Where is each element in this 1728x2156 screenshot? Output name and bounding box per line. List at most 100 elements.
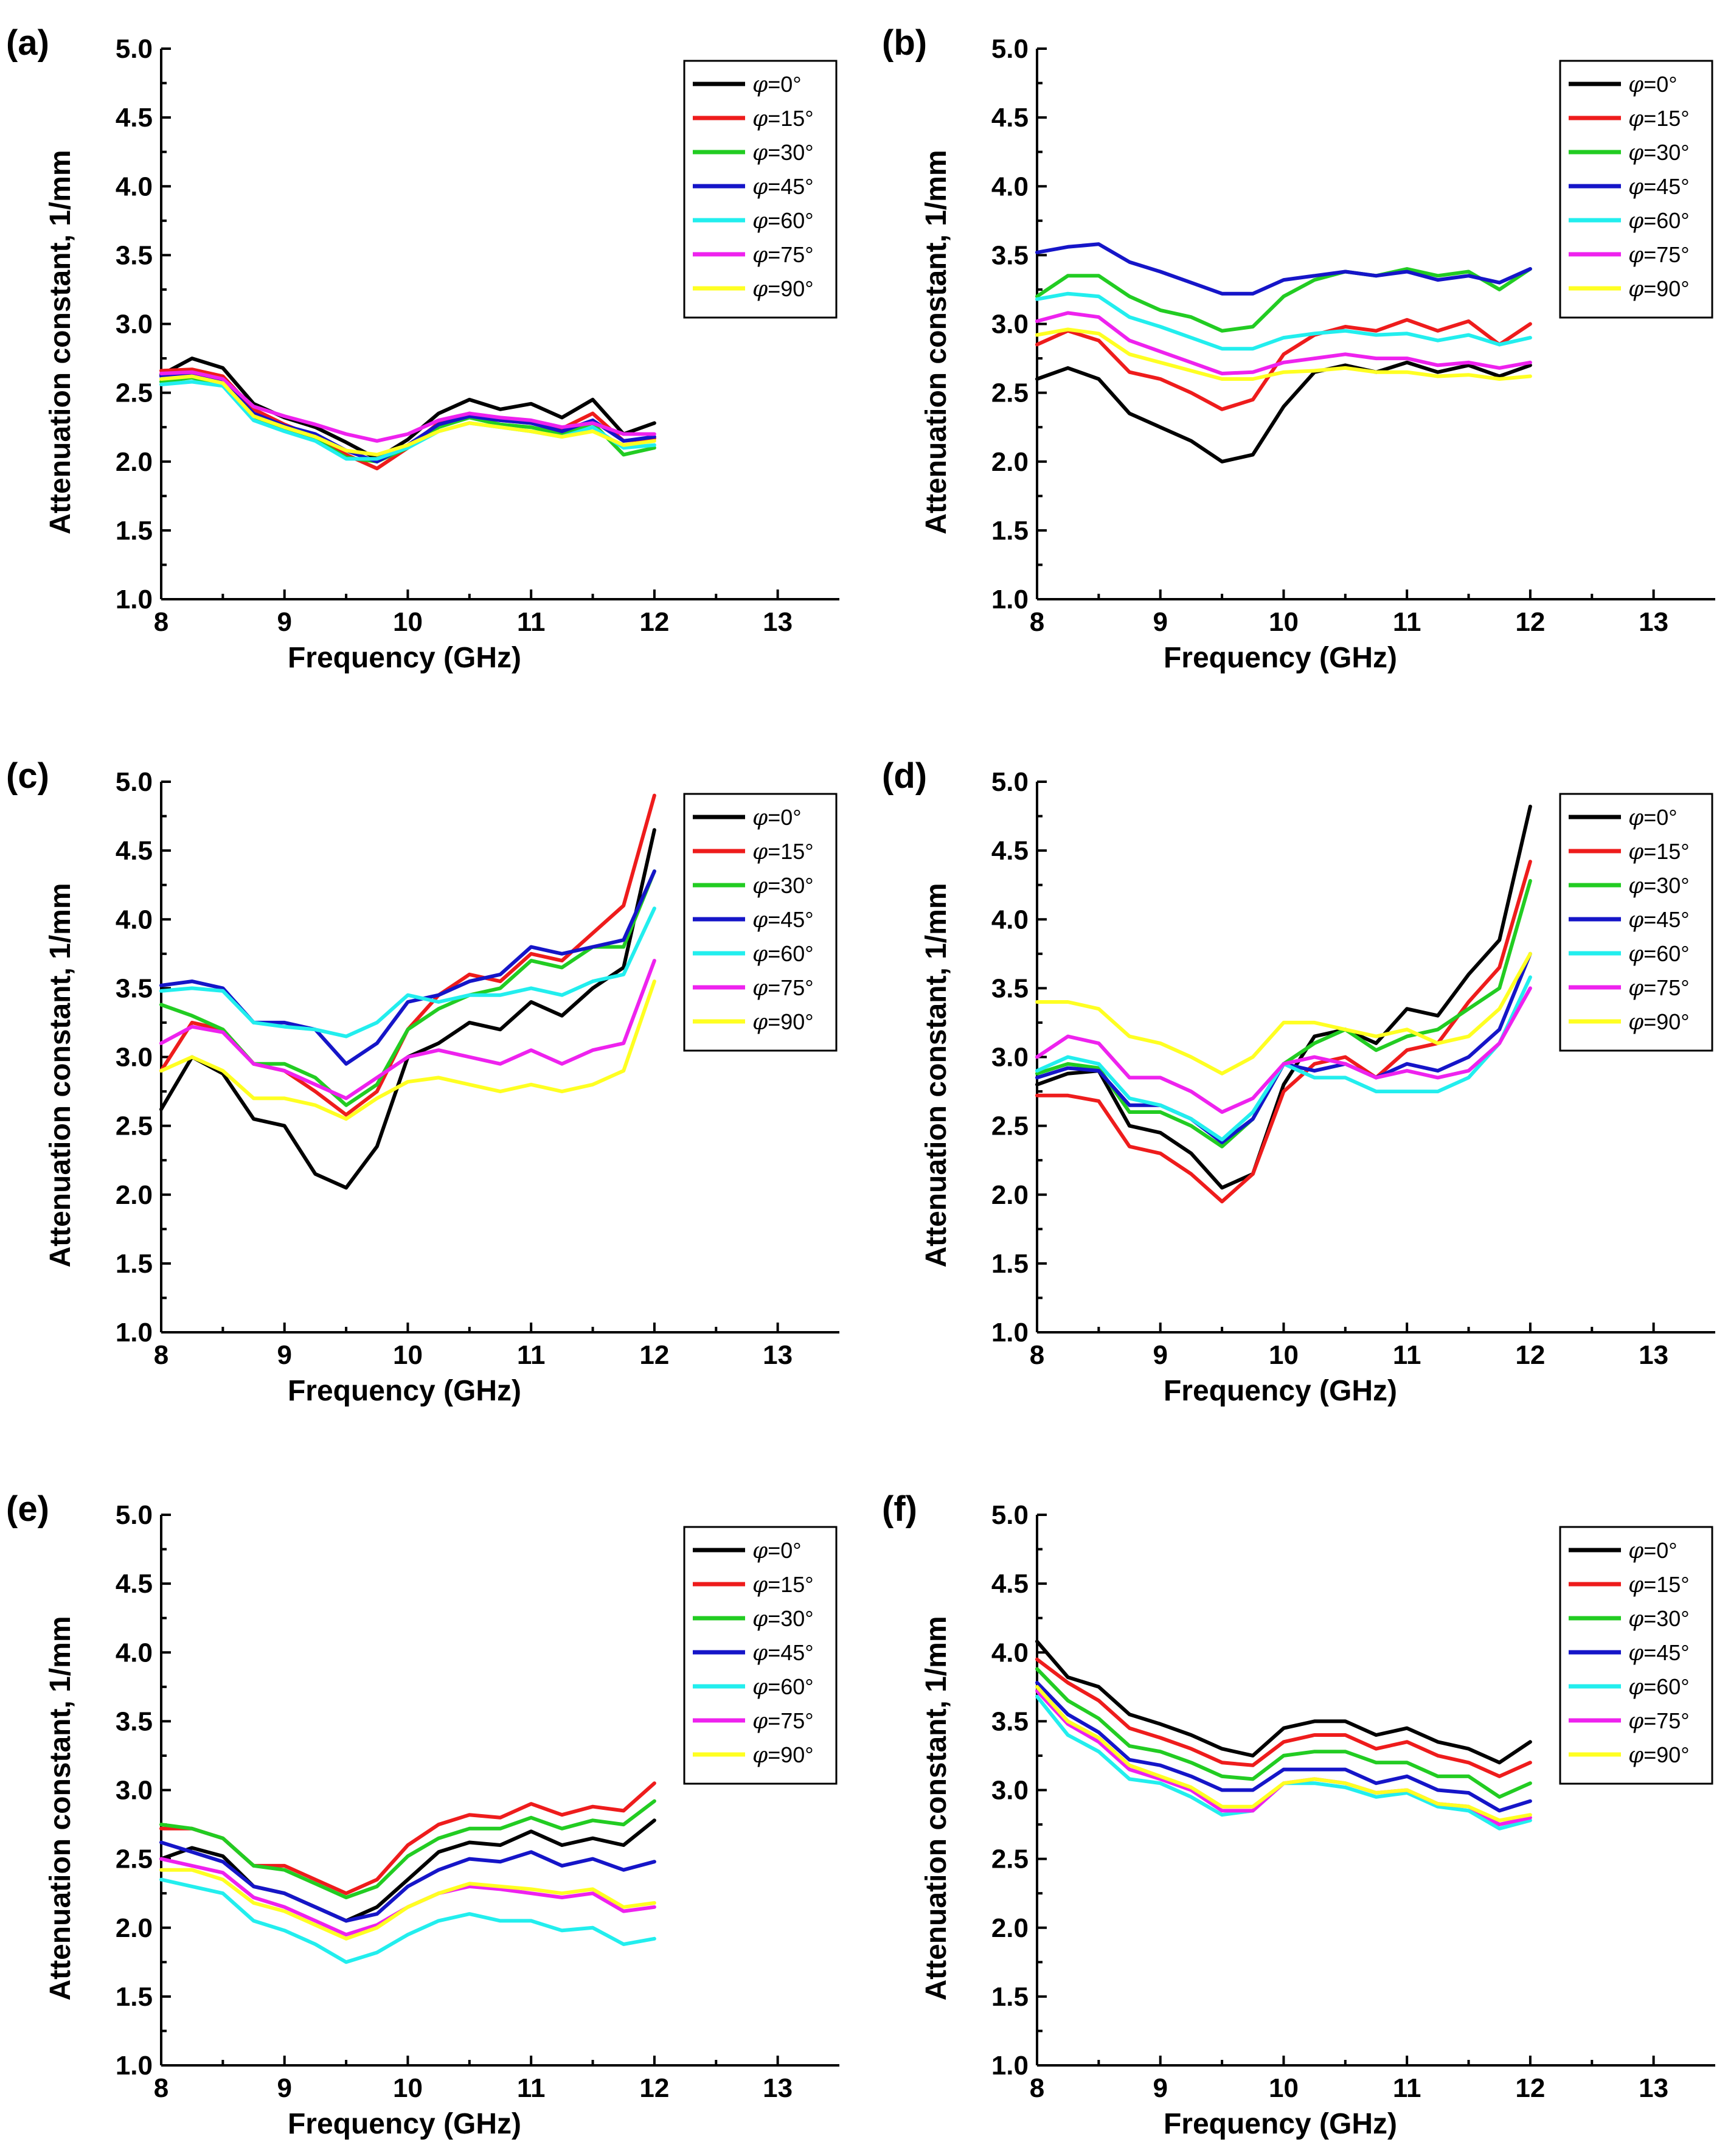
series-line-phi90: [1035, 1685, 1532, 1823]
x-tick-label: 11: [1393, 607, 1421, 637]
series-line-phi60: [1035, 1694, 1532, 1831]
legend-label: φ=45°: [752, 1640, 814, 1666]
series-line-phi15: [1035, 860, 1532, 1204]
series-line-phi45: [159, 869, 656, 1066]
y-tick-label: 3.0: [991, 1776, 1029, 1806]
y-axis-title: Attenuation constant, 1/mm: [44, 150, 77, 534]
legend-box: [1559, 1526, 1713, 1785]
series-line-phi0: [159, 356, 656, 461]
x-axis-title: Frequency (GHz): [1164, 2108, 1397, 2140]
y-tick-label: 3.0: [991, 310, 1029, 339]
y-tick-label: 3.5: [116, 973, 153, 1003]
y-tick-label: 4.5: [991, 836, 1029, 866]
y-tick-label: 3.0: [116, 1776, 153, 1806]
legend-label: φ=60°: [1628, 208, 1690, 234]
panel-label: (f): [882, 1489, 917, 1529]
legend-label: φ=60°: [752, 208, 814, 234]
legend-label: φ=30°: [752, 140, 814, 165]
y-tick-label: 4.5: [116, 103, 153, 133]
legend-box: [1559, 60, 1713, 319]
x-tick-label: 8: [1030, 2073, 1044, 2103]
legend-box: [683, 60, 838, 319]
series-line-phi45: [159, 1840, 656, 1923]
legend-label: φ=15°: [752, 839, 814, 864]
x-tick-label: 13: [1639, 1340, 1668, 1370]
y-tick-label: 4.0: [116, 1638, 153, 1667]
y-tick-label: 5.0: [116, 1500, 153, 1530]
legend-label: φ=15°: [1628, 839, 1690, 864]
x-axis-title: Frequency (GHz): [1164, 1375, 1397, 1407]
x-tick-label: 12: [1515, 2073, 1545, 2103]
x-tick-label: 9: [277, 2073, 291, 2103]
x-tick-label: 8: [154, 2073, 168, 2103]
x-tick-label: 8: [1030, 607, 1044, 637]
legend-label: φ=30°: [1628, 1606, 1690, 1632]
legend-label: φ=90°: [1628, 1009, 1690, 1035]
legend-label: φ=0°: [752, 72, 802, 97]
x-tick-label: 10: [1269, 2073, 1299, 2103]
x-tick-label: 12: [639, 2073, 669, 2103]
y-tick-label: 3.0: [116, 310, 153, 339]
series-line-phi30: [159, 1799, 656, 1899]
y-tick-label: 2.0: [991, 447, 1029, 477]
y-tick-label: 1.5: [116, 516, 153, 546]
series-line-phi15: [159, 1781, 656, 1896]
x-tick-label: 9: [277, 607, 291, 637]
legend-label: φ=0°: [1628, 1538, 1678, 1563]
y-tick-label: 1.0: [991, 1318, 1029, 1348]
legend-label: φ=0°: [752, 805, 802, 830]
chart-panel-f: (f) 1.0 1.5 2.0 2.5 3.0 3.5 4.0 4.5 5.0 8 9 10 11 12 13…: [882, 1489, 1715, 2140]
y-tick-label: 2.0: [991, 1913, 1029, 1943]
y-tick-label: 2.5: [991, 1111, 1029, 1141]
series-line-phi30: [1035, 267, 1532, 333]
legend-label: φ=90°: [752, 276, 814, 302]
y-tick-label: 4.0: [116, 905, 153, 934]
x-axis-title: Frequency (GHz): [288, 1375, 521, 1407]
y-tick-label: 4.5: [116, 1569, 153, 1599]
y-tick-label: 2.5: [991, 378, 1029, 408]
y-tick-label: 2.0: [991, 1180, 1029, 1210]
y-tick-label: 5.0: [991, 34, 1029, 64]
y-axis-title: Attenuation constant, 1/mm: [920, 1616, 952, 2000]
chart-panel-a: (a) 1.0 1.5 2.0 2.5 3.0 3.5 4.0 4.5 5.0 8 9 10 11 12 13…: [6, 23, 839, 674]
panel-label: (c): [6, 756, 49, 796]
y-tick-label: 1.5: [991, 516, 1029, 546]
series-line-phi45: [1035, 242, 1532, 296]
legend-label: φ=45°: [752, 907, 814, 933]
series-line-phi75: [1035, 986, 1532, 1114]
y-tick-label: 2.0: [116, 1180, 153, 1210]
y-tick-label: 1.0: [116, 585, 153, 614]
y-tick-label: 3.0: [116, 1043, 153, 1073]
chart-panel-e: (e) 1.0 1.5 2.0 2.5 3.0 3.5 4.0 4.5 5.0 8 9 10 11 12 13…: [6, 1489, 839, 2140]
legend-label: φ=45°: [1628, 174, 1690, 200]
y-tick-label: 2.0: [116, 1913, 153, 1943]
series-line-phi45: [1035, 951, 1532, 1144]
y-tick-label: 1.0: [991, 585, 1029, 614]
y-tick-label: 3.5: [116, 240, 153, 270]
panel-label: (a): [6, 23, 49, 63]
y-tick-label: 3.5: [116, 1706, 153, 1736]
x-tick-label: 12: [1515, 1340, 1545, 1370]
y-tick-label: 4.5: [991, 1569, 1029, 1599]
legend-label: φ=15°: [752, 106, 814, 131]
series-line-phi15: [1035, 1657, 1532, 1778]
y-tick-label: 2.5: [116, 378, 153, 408]
y-tick-label: 4.5: [991, 103, 1029, 133]
series-line-phi45: [1035, 1681, 1532, 1813]
y-tick-label: 4.5: [116, 836, 153, 866]
y-tick-label: 3.5: [991, 1706, 1029, 1736]
x-tick-label: 11: [1393, 1340, 1421, 1370]
y-axis-title: Attenuation constant, 1/mm: [44, 883, 77, 1267]
y-axis-title: Attenuation constant, 1/mm: [44, 1616, 77, 2000]
x-tick-label: 9: [1153, 2073, 1167, 2103]
x-tick-label: 13: [763, 1340, 793, 1370]
series-line-phi0: [1035, 1640, 1532, 1765]
legend-label: φ=75°: [1628, 975, 1690, 1001]
y-tick-label: 2.5: [116, 1111, 153, 1141]
legend-label: φ=60°: [752, 1674, 814, 1700]
y-tick-label: 3.0: [991, 1043, 1029, 1073]
series-line-phi75: [159, 370, 656, 443]
x-tick-label: 10: [393, 1340, 423, 1370]
legend-label: φ=90°: [752, 1009, 814, 1035]
series-line-phi60: [1035, 291, 1532, 351]
